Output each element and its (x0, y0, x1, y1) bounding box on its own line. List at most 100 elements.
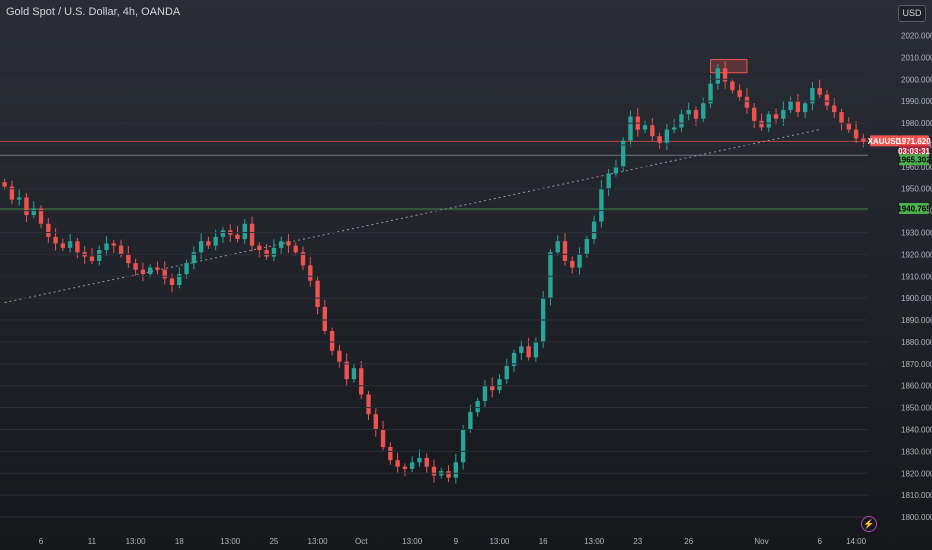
candle-body (351, 368, 357, 380)
candle-body (606, 173, 611, 189)
currency-button[interactable]: USD (898, 5, 926, 22)
candle-body (519, 346, 524, 353)
candle-body (184, 263, 189, 275)
candle (286, 234, 291, 253)
y-axis[interactable]: 2020.000 2010.000 2000.000 1990.000 1980.000… (0, 32, 932, 523)
candle-body (17, 197, 22, 200)
candle-body (839, 112, 844, 124)
candle (737, 84, 742, 102)
candle (293, 242, 298, 256)
candle-body (308, 265, 313, 281)
candle (533, 337, 539, 362)
candle-body (380, 429, 386, 448)
candle-body (89, 256, 95, 261)
candle-body (9, 186, 15, 200)
candle (511, 349, 517, 372)
candle-body (453, 462, 459, 478)
x-tick-label: 23 (633, 537, 642, 546)
candle (679, 109, 684, 133)
x-tick-label: 18 (175, 537, 184, 546)
candle (781, 101, 786, 126)
candle (773, 108, 779, 125)
candle (366, 391, 371, 421)
candle (802, 100, 808, 119)
candle-body (344, 361, 349, 380)
candle-body (97, 250, 102, 261)
candle (686, 102, 691, 121)
x-axis[interactable]: 6 11 13:00 18 13:00 25 13:00 Oct 13:00 9 13:00 16 13… (39, 537, 867, 546)
x-tick-label: 11 (88, 537, 97, 546)
candle (642, 120, 648, 133)
candle-body (424, 457, 429, 467)
candle-body (140, 269, 146, 275)
candle (722, 61, 728, 89)
candle (490, 377, 495, 398)
countdown-tag: 03:03:31 (898, 145, 931, 157)
candle (351, 363, 357, 383)
candle-body (810, 88, 815, 104)
symbol-tag: XAUUSD (868, 135, 902, 147)
candle-body (562, 241, 568, 261)
candle (322, 299, 328, 335)
candle-body (162, 269, 167, 279)
candle-body (591, 221, 597, 240)
candle-body (861, 138, 866, 142)
candle-body (278, 241, 284, 248)
candle-body (366, 394, 371, 415)
candle (228, 224, 233, 242)
x-tick-label: 6 (39, 537, 44, 546)
candle (191, 246, 197, 270)
candle (162, 261, 167, 285)
candle (555, 235, 560, 256)
candle-body (752, 107, 757, 121)
y-tick-label: 1950.000 (901, 185, 932, 194)
candle (53, 228, 58, 251)
candle (300, 246, 306, 270)
candle (417, 449, 422, 467)
candle-body (198, 241, 204, 253)
x-tick-label: 13:00 (126, 537, 147, 546)
y-tick-label: 1840.000 (901, 426, 932, 435)
y-tick-label: 1920.000 (901, 250, 932, 259)
candle-body (373, 414, 378, 430)
candle (657, 132, 662, 149)
candle-body (104, 243, 109, 251)
candle (213, 229, 218, 251)
candle-body (118, 245, 124, 255)
candle-body (671, 127, 677, 130)
svg-text:1965.302: 1965.302 (897, 156, 931, 165)
candle (133, 258, 138, 276)
candle (650, 118, 655, 141)
y-tick-label: 1860.000 (901, 382, 932, 391)
candle-body (395, 460, 400, 467)
y-tick-label: 2010.000 (901, 53, 932, 62)
candle (504, 358, 509, 384)
candle-body (446, 471, 451, 478)
candle-body (577, 254, 582, 268)
candle-body (824, 94, 830, 106)
candle (155, 261, 160, 275)
candle (591, 215, 597, 244)
candle (424, 453, 429, 473)
candle-body (293, 245, 298, 253)
candle-body (853, 129, 859, 139)
candle-body (75, 241, 80, 253)
candle (264, 244, 269, 260)
candle-body (329, 331, 335, 351)
candle-body (220, 230, 226, 237)
candle-body (650, 125, 655, 137)
candle (24, 192, 29, 223)
candle-body (242, 223, 247, 240)
candle (271, 239, 277, 262)
candle (380, 420, 386, 451)
candle-body (533, 341, 539, 358)
x-tick-label: 6 (817, 537, 822, 546)
candle (308, 256, 313, 287)
candle-body (322, 306, 328, 332)
candle (468, 404, 473, 433)
candle (118, 239, 124, 258)
lightning-icon[interactable]: ⚡ (861, 516, 877, 532)
